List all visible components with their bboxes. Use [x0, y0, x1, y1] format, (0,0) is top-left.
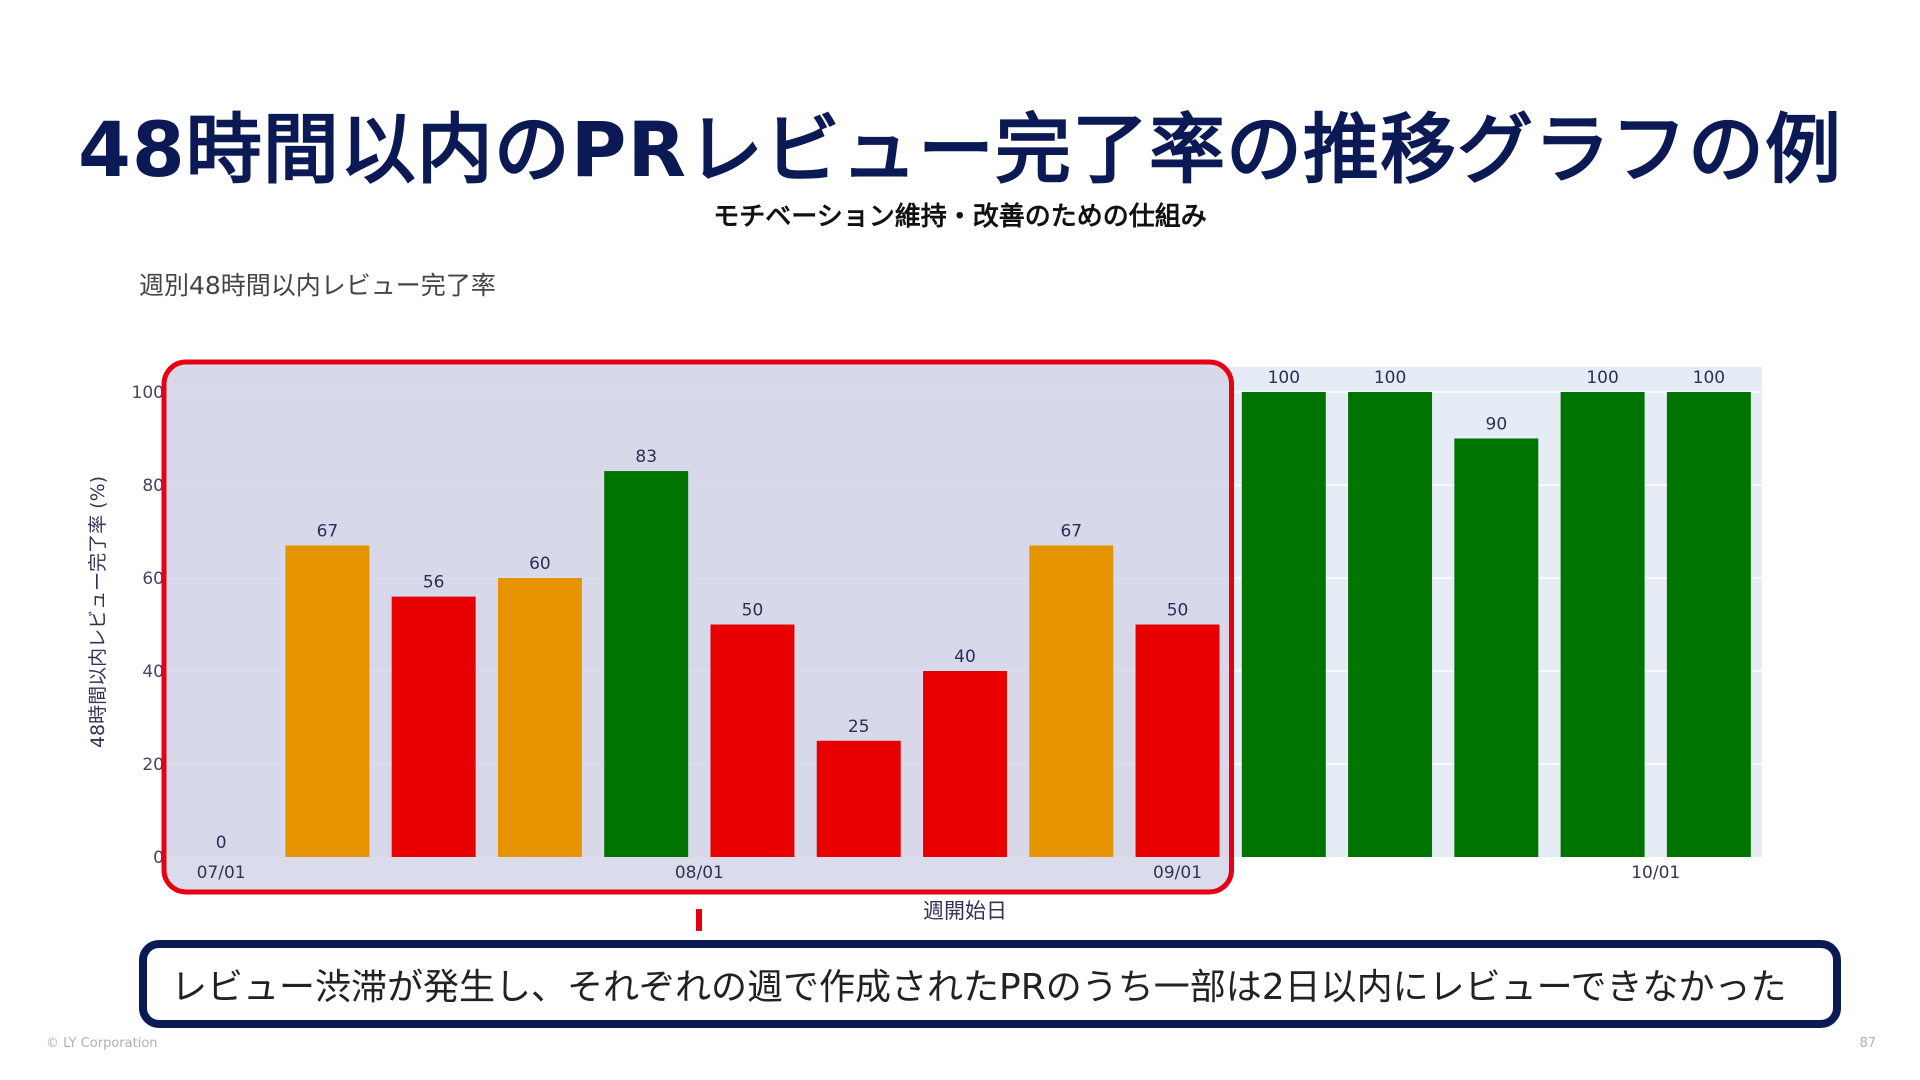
- bar-value-label: 67: [317, 521, 339, 541]
- bar: [391, 596, 476, 857]
- bar: [923, 671, 1007, 857]
- y-axis-ticks: 0 20 40 60 80 100: [132, 383, 164, 868]
- bar: [1666, 392, 1751, 857]
- bar: [1348, 392, 1433, 857]
- y-tick-label: 80: [142, 476, 164, 496]
- bar: [710, 624, 795, 857]
- x-tick-label: 10/01: [1631, 863, 1680, 883]
- bar: [497, 578, 582, 857]
- x-tick-label: 07/01: [197, 863, 246, 883]
- y-axis-label: 48時間以内レビュー完了率 (%): [87, 476, 109, 748]
- bar: [1029, 545, 1114, 857]
- bars: [285, 392, 1751, 857]
- bar-value-label: 50: [742, 601, 764, 621]
- bar-value-label: 60: [529, 554, 551, 574]
- bar: [1135, 624, 1220, 857]
- bar: [816, 740, 901, 857]
- bar-labels: 0 67 56 60 83 50 25 40 67 50 100 100 90 100 100: [216, 368, 1725, 853]
- bar-value-label: 56: [423, 573, 445, 593]
- bar-value-label: 90: [1486, 415, 1508, 435]
- x-axis-label: 週開始日: [923, 899, 1007, 923]
- slide-title: 48時間以内のPRレビュー完了率の推移グラフの例: [78, 105, 1842, 194]
- bar: [1241, 392, 1326, 857]
- bar-value-label: 25: [848, 717, 870, 737]
- bar-value-label: 100: [1693, 368, 1725, 388]
- weekly-review-rate-chart: 週別48時間以内レビュー完了率 0 67 56 60 83 50 25 40 67 50 100 10…: [87, 271, 1762, 931]
- page-number: 87: [1859, 1036, 1876, 1051]
- bar-value-label: 100: [1374, 368, 1406, 388]
- bar-value-label: 50: [1167, 601, 1189, 621]
- x-axis-ticks: 07/01 08/01 09/01 10/01: [197, 863, 1681, 883]
- footer-copyright: © LY Corporation: [46, 1036, 158, 1051]
- bar-value-label: 40: [954, 647, 976, 667]
- bar-value-label: 67: [1060, 521, 1082, 541]
- highlight-region-border: [161, 359, 1235, 895]
- bar-value-label: 83: [635, 447, 657, 467]
- bar-value-label: 0: [216, 833, 227, 853]
- bar: [604, 471, 689, 857]
- bar: [1560, 392, 1645, 857]
- bar: [285, 545, 370, 857]
- callout-text: レビュー渋滞が発生し、それぞれの週で作成されたPRのうち一部は2日以内にレビュー…: [171, 967, 1787, 1008]
- highlight-marker: [696, 909, 702, 931]
- x-tick-label: 08/01: [675, 863, 724, 883]
- chart-title: 週別48時間以内レビュー完了率: [139, 271, 496, 300]
- bar-value-label: 100: [1268, 368, 1300, 388]
- slide-subtitle: モチベーション維持・改善のための仕組み: [713, 202, 1207, 232]
- y-tick-label: 0: [153, 848, 164, 868]
- y-tick-label: 100: [132, 383, 164, 403]
- callout-box: レビュー渋滞が発生し、それぞれの週で作成されたPRのうち一部は2日以内にレビュー…: [139, 940, 1841, 1028]
- y-tick-label: 20: [142, 755, 164, 775]
- bar: [1454, 438, 1539, 857]
- y-tick-label: 60: [142, 569, 164, 589]
- y-tick-label: 40: [142, 662, 164, 682]
- x-tick-label: 09/01: [1153, 863, 1202, 883]
- highlight-region-outline: [161, 359, 1235, 895]
- bar-value-label: 100: [1586, 368, 1618, 388]
